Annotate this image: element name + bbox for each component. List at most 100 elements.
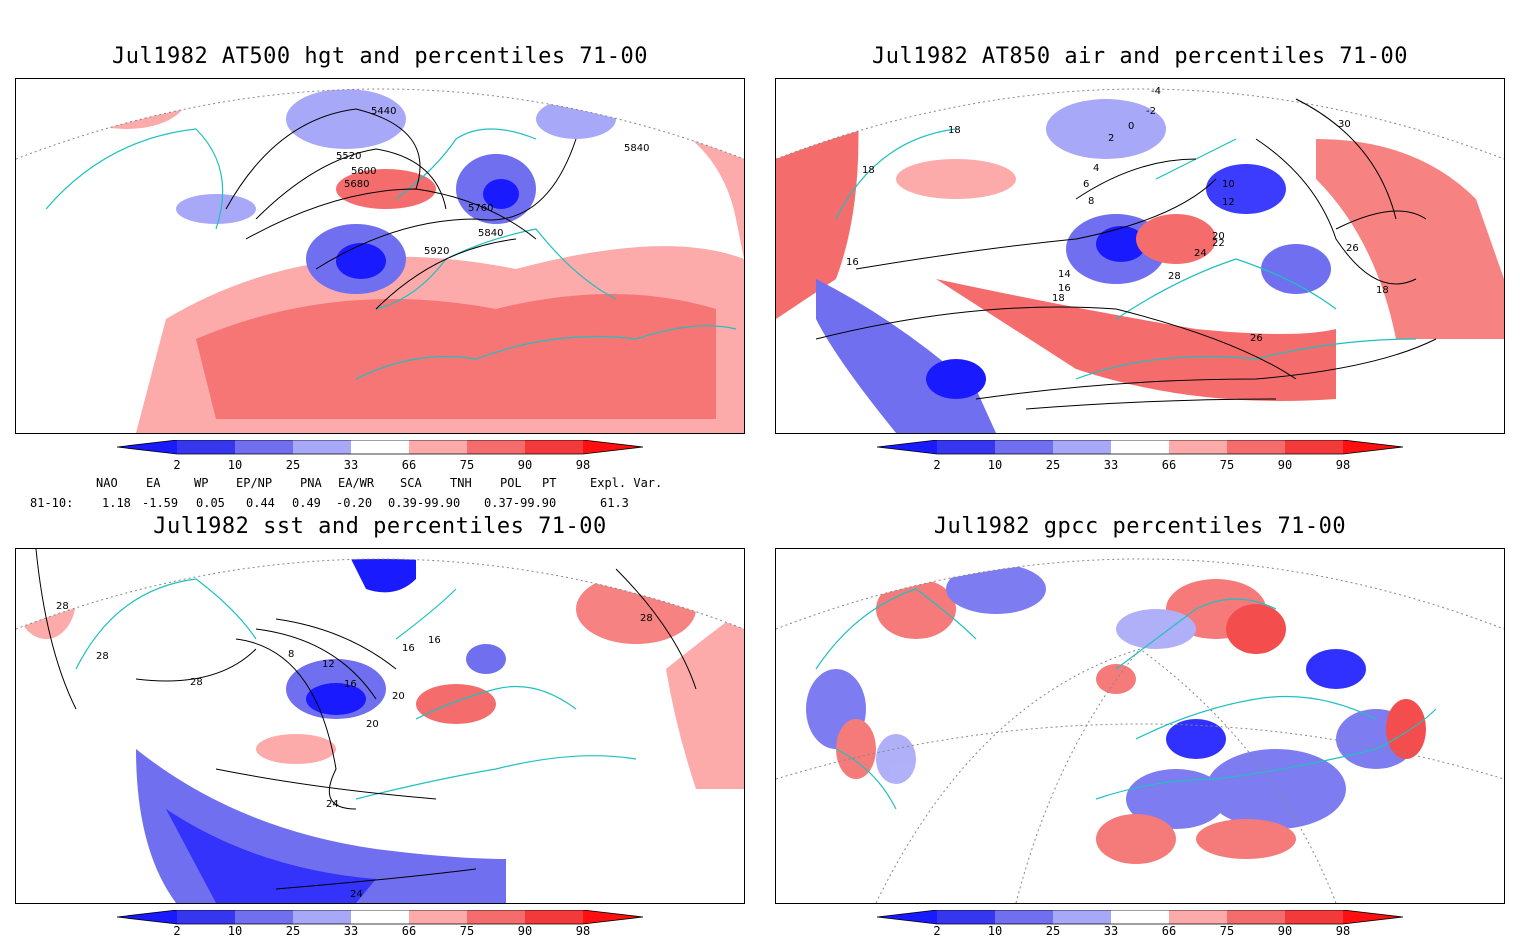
contour-label: 8 — [288, 649, 294, 660]
contour-label: -4 — [1151, 86, 1161, 97]
colorbar-label: 66 — [1161, 458, 1177, 472]
panel-title-gpcc: Jul1982 gpcc percentiles 71-00 — [933, 514, 1347, 539]
colorbar-label: 75 — [1219, 458, 1235, 472]
contour-label: 5600 — [351, 166, 376, 177]
contour-label: 10 — [1222, 179, 1235, 190]
colorbar-label: 75 — [459, 458, 475, 472]
colorbar-svg — [116, 909, 644, 925]
contour-label: 5440 — [371, 106, 396, 117]
contour-label: 6 — [1083, 179, 1089, 190]
contour-label: 16 — [1058, 283, 1071, 294]
tele-row-label: 81-10: — [30, 496, 74, 510]
tele-header: WP — [194, 476, 209, 490]
tele-value: 0.49 — [292, 496, 321, 510]
contour-label: 5840 — [478, 228, 503, 239]
colorbar-label: 33 — [343, 924, 359, 938]
tele-value: -1.59 — [142, 496, 179, 510]
map-panel-sst: 28 28 28 28 8 12 16 20 24 24 16 16 20 — [15, 548, 745, 904]
contour-label: 16 — [846, 257, 859, 268]
colorbar-label: 90 — [1277, 924, 1293, 938]
contour-label: 0 — [1128, 121, 1134, 132]
contour-label: 14 — [1058, 269, 1071, 280]
contour-label: 12 — [322, 659, 335, 670]
colorbar-label: 2 — [173, 458, 181, 472]
colorbar-label: 25 — [1045, 458, 1061, 472]
tele-header: EA — [146, 476, 161, 490]
tele-value: 0.39-99.90 — [388, 496, 461, 510]
colorbar-label: 66 — [1161, 924, 1177, 938]
panel-title-hgt: Jul1982 AT500 hgt and percentiles 71-00 — [111, 44, 649, 69]
colorbar-label: 66 — [401, 458, 417, 472]
tele-value: 0.05 — [196, 496, 225, 510]
contour-label: 24 — [350, 889, 363, 900]
contour-label: 28 — [96, 651, 109, 662]
colorbar-label: 90 — [517, 924, 533, 938]
map-panel-air: -4 -2 0 2 4 6 8 10 12 14 16 18 20 22 24 … — [775, 78, 1505, 434]
tele-header: SCA — [400, 476, 422, 490]
tele-header: POL — [500, 476, 522, 490]
contour-label: 5760 — [468, 203, 493, 214]
contour-label: 2 — [1108, 133, 1114, 144]
colorbar-label: 2 — [933, 458, 941, 472]
contour-label: 5920 — [424, 246, 449, 257]
colorbar-label: 2 — [173, 924, 181, 938]
contour-label: 28 — [640, 613, 653, 624]
contour-label: 20 — [1212, 231, 1225, 242]
colorbar-sst: 2 10 25 33 66 75 90 98 — [116, 909, 647, 950]
tele-header: NAO — [96, 476, 118, 490]
colorbar-svg — [876, 909, 1404, 925]
tele-header: EP/NP — [236, 476, 273, 490]
colorbar-label: 98 — [575, 924, 591, 938]
map-air-svg: -4 -2 0 2 4 6 8 10 12 14 16 18 20 22 24 … — [776, 86, 1504, 433]
colorbar-label: 33 — [1103, 924, 1119, 938]
contour-label: 18 — [1052, 293, 1065, 304]
colorbar-label: 98 — [1335, 924, 1351, 938]
tele-header: Expl. Var. — [590, 476, 663, 490]
colorbar-label: 2 — [933, 924, 941, 938]
panel-title-sst: Jul1982 sst and percentiles 71-00 — [153, 514, 607, 539]
contour-label: 5680 — [344, 179, 369, 190]
colorbar-label: 25 — [285, 924, 301, 938]
panel-title-air: Jul1982 AT850 air and percentiles 71-00 — [871, 44, 1409, 69]
colorbar-label: 98 — [575, 458, 591, 472]
tele-header: PT — [542, 476, 557, 490]
contour-label: 24 — [326, 799, 339, 810]
contour-label: 8 — [1088, 196, 1094, 207]
contour-label: 18 — [948, 125, 961, 136]
contour-label: 12 — [1222, 197, 1235, 208]
contour-label: 22 — [1212, 238, 1225, 249]
tele-value: 0.44 — [246, 496, 275, 510]
tele-value: -0.20 — [336, 496, 373, 510]
contour-label: 26 — [1346, 243, 1359, 254]
map-sst-svg: 28 28 28 28 8 12 16 20 24 24 16 16 20 — [16, 549, 744, 903]
colorbar-label: 90 — [517, 458, 533, 472]
colorbar-label: 75 — [459, 924, 475, 938]
map-panel-gpcc — [775, 548, 1505, 904]
colorbar-label: 66 — [401, 924, 417, 938]
map-panel-hgt: 5440 5520 5600 5680 5760 5840 5920 5840 — [15, 78, 745, 434]
contour-label: 28 — [1168, 271, 1181, 282]
colorbar-label: 75 — [1219, 924, 1235, 938]
colorbar-label: 10 — [987, 458, 1003, 472]
colorbar-label: 90 — [1277, 458, 1293, 472]
colorbar-label: 25 — [1045, 924, 1061, 938]
contour-label: 28 — [190, 677, 203, 688]
colorbar-hgt: 2 10 25 33 66 75 90 98 — [116, 439, 647, 480]
contour-label: 20 — [392, 691, 405, 702]
map-hgt-svg: 5440 5520 5600 5680 5760 5840 5920 5840 — [16, 88, 744, 433]
tele-header: TNH — [450, 476, 472, 490]
tele-header: PNA — [300, 476, 322, 490]
contour-label: 26 — [1250, 333, 1263, 344]
contour-label: 18 — [862, 165, 875, 176]
contour-label: 18 — [1376, 285, 1389, 296]
colorbar-label: 25 — [285, 458, 301, 472]
colorbar-svg — [116, 439, 644, 455]
tele-value: 61.3 — [600, 496, 629, 510]
colorbar-air: 2 10 25 33 66 75 90 98 — [876, 439, 1407, 480]
colorbar-label: 10 — [227, 458, 243, 472]
tele-value: 1.18 — [102, 496, 131, 510]
colorbar-label: 33 — [343, 458, 359, 472]
tele-header: EA/WR — [338, 476, 375, 490]
colorbar-label: 33 — [1103, 458, 1119, 472]
contour-label: -2 — [1146, 106, 1156, 117]
